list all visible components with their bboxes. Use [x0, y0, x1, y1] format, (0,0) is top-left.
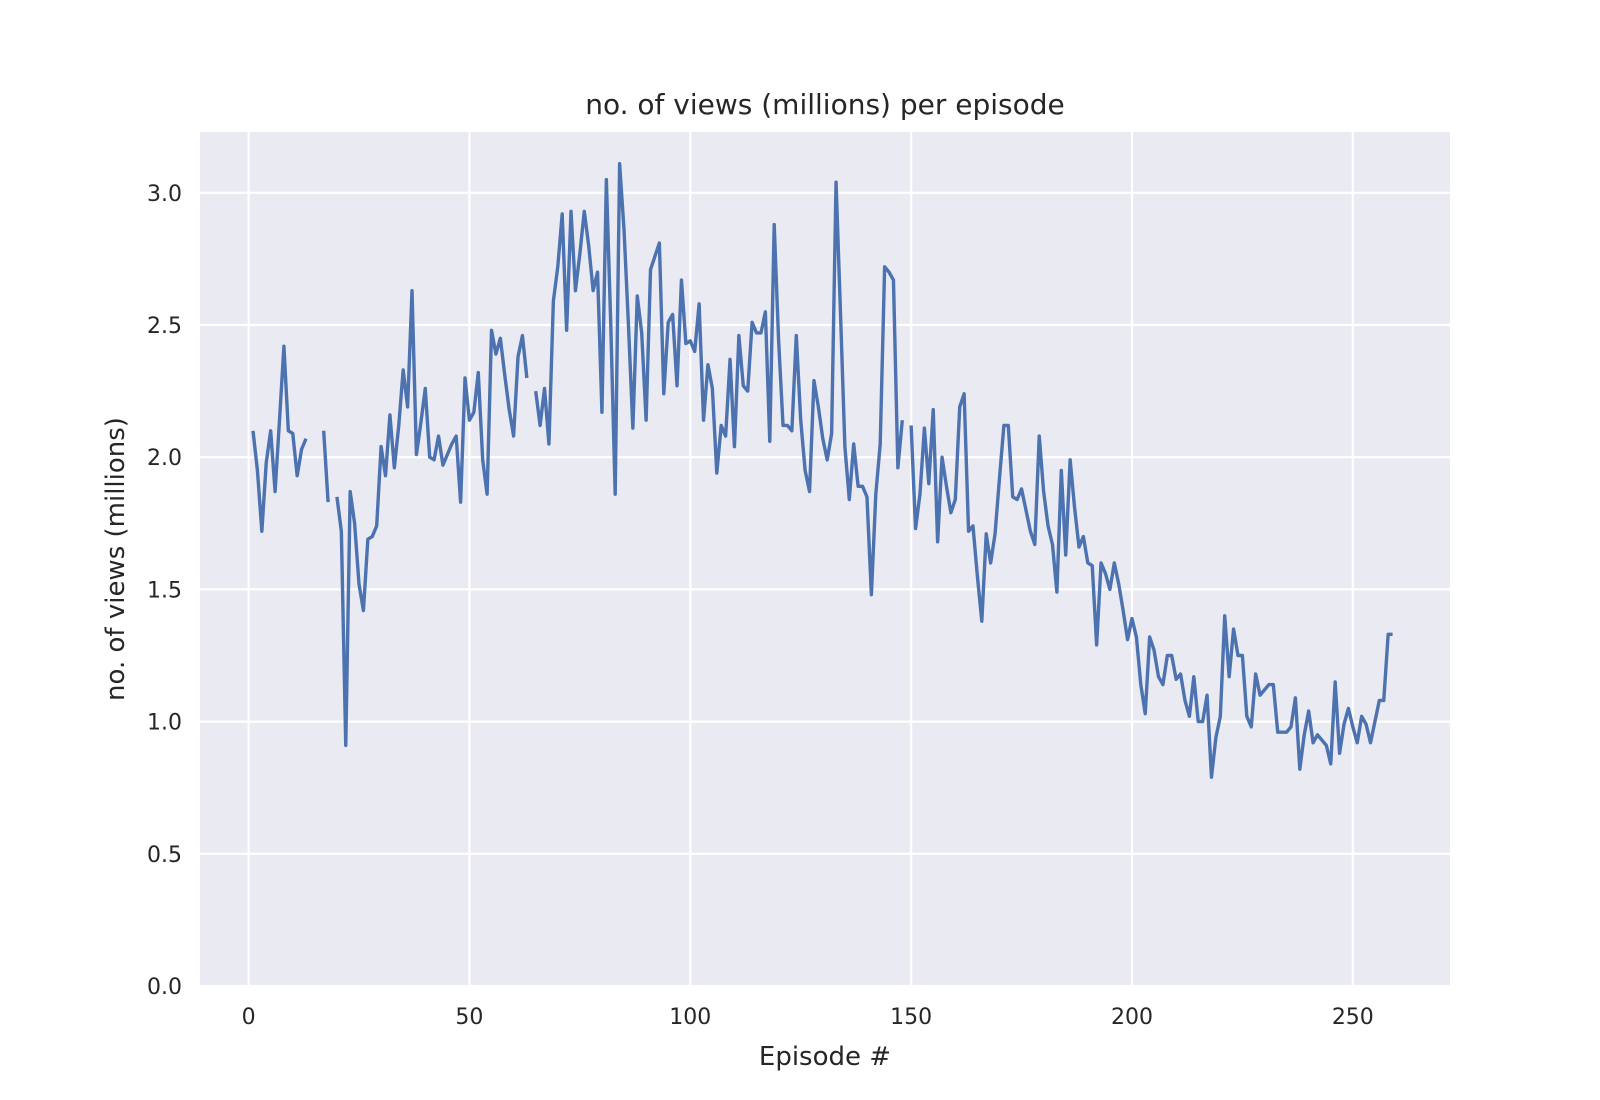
x-tick-label: 100 [669, 1005, 711, 1030]
x-tick-label: 200 [1111, 1005, 1153, 1030]
views-line [251, 162, 1393, 779]
y-tick-label: 3.0 [147, 182, 182, 207]
x-tick-label: 50 [455, 1005, 483, 1030]
x-tick-label: 150 [890, 1005, 932, 1030]
y-tick-label: 0.5 [147, 843, 182, 868]
y-tick-label: 2.0 [147, 446, 182, 471]
chart-title: no. of views (millions) per episode [585, 88, 1065, 121]
x-tick-label: 250 [1332, 1005, 1374, 1030]
y-axis-ticks: 0.0 0.5 1.0 1.5 2.0 2.5 3.0 [147, 182, 182, 1000]
y-tick-label: 0.0 [147, 975, 182, 1000]
data-series [251, 162, 1393, 779]
y-tick-label: 2.5 [147, 314, 182, 339]
y-axis-label: no. of views (millions) [101, 417, 131, 701]
x-tick-label: 0 [242, 1005, 256, 1030]
y-tick-label: 1.5 [147, 578, 182, 603]
y-tick-label: 1.0 [147, 711, 182, 736]
x-axis-label: Episode # [759, 1042, 891, 1072]
x-axis-ticks: 0 50 100 150 200 250 [242, 1005, 1374, 1030]
plot-area [200, 132, 1450, 986]
